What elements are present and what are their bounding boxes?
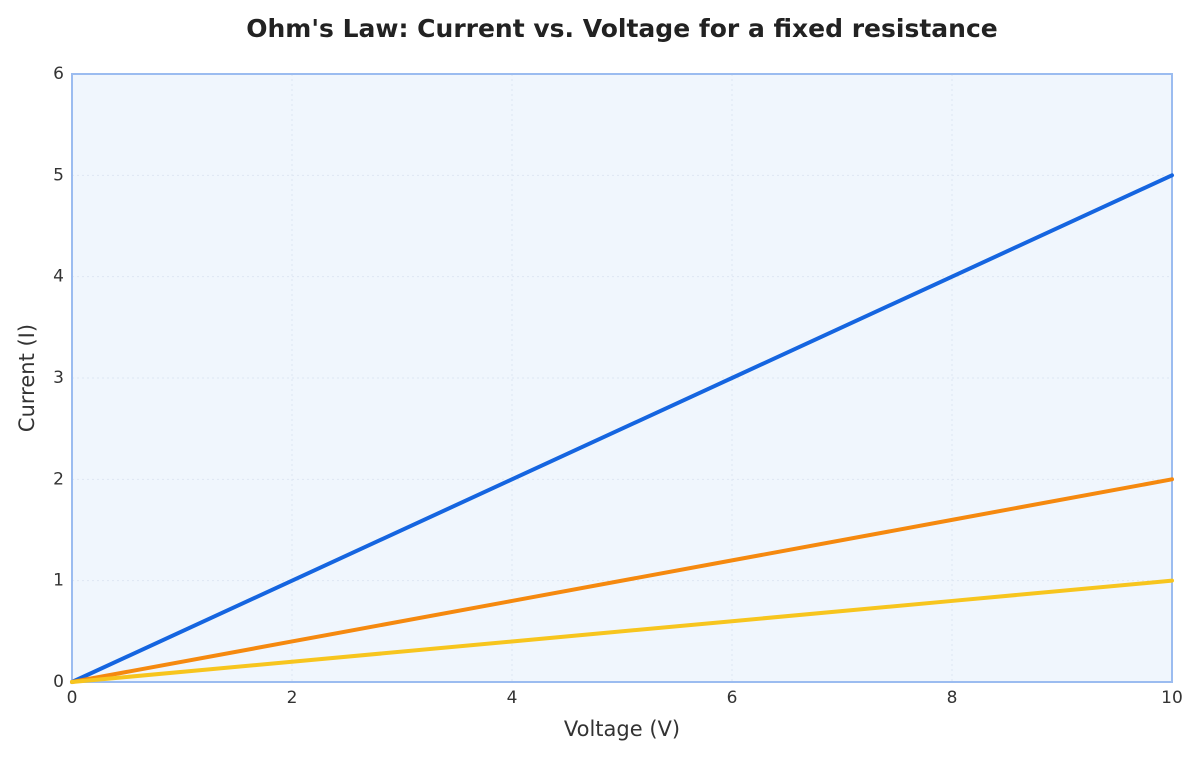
plot-border — [71, 73, 1173, 683]
x-tick-label: 10 — [1161, 688, 1183, 708]
x-axis-label: Voltage (V) — [564, 717, 680, 741]
y-tick-label: 6 — [53, 64, 64, 84]
x-tick-label: 4 — [507, 688, 518, 708]
y-tick-label: 0 — [53, 672, 64, 692]
data-line — [70, 173, 1174, 684]
y-axis-label: Current (I) — [15, 324, 39, 432]
data-line — [70, 578, 1174, 684]
x-tick-label: 0 — [67, 688, 78, 708]
y-tick-label: 5 — [53, 165, 64, 185]
data-line — [70, 477, 1174, 684]
x-tick-label: 6 — [727, 688, 738, 708]
x-tick-label: 2 — [287, 688, 298, 708]
y-tick-label: 1 — [53, 571, 64, 591]
y-tick-label: 4 — [53, 267, 64, 287]
chart-title: Ohm's Law: Current vs. Voltage for a fix… — [246, 14, 998, 43]
x-tick-label: 8 — [947, 688, 958, 708]
y-tick-label: 3 — [53, 368, 64, 388]
y-tick-label: 2 — [53, 469, 64, 489]
